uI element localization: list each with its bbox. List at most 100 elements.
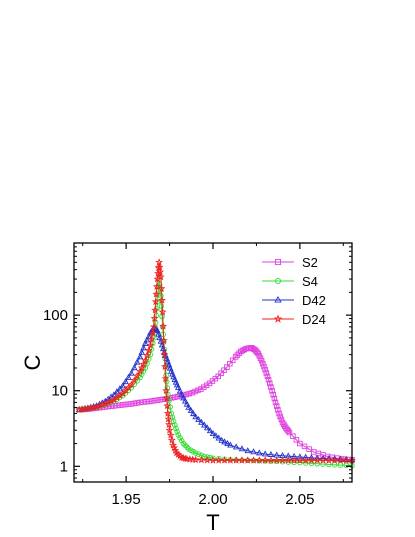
data-point <box>159 336 168 344</box>
data-point <box>146 341 155 349</box>
data-point <box>155 263 164 271</box>
data-point <box>166 431 175 439</box>
data-point <box>117 402 123 408</box>
data-point <box>277 413 283 420</box>
data-point <box>143 336 151 343</box>
data-point <box>276 410 282 417</box>
y-tick-label: 10 <box>51 383 68 400</box>
data-point <box>218 370 224 377</box>
data-point <box>204 454 210 460</box>
data-point <box>158 296 166 304</box>
data-point <box>167 436 176 444</box>
data-point <box>150 314 159 322</box>
data-point <box>78 405 86 413</box>
data-point <box>181 397 189 404</box>
data-point <box>190 410 197 417</box>
legend-item-d42: D42 <box>262 293 326 308</box>
data-point <box>119 382 126 389</box>
data-point <box>75 405 84 414</box>
series-s2 <box>76 345 355 463</box>
data-point <box>176 387 184 394</box>
data-point <box>189 389 195 396</box>
data-point <box>286 429 293 436</box>
data-point <box>203 424 211 431</box>
data-point <box>154 397 161 403</box>
data-point <box>238 456 246 464</box>
data-point <box>224 439 231 446</box>
series-layer <box>75 258 356 469</box>
data-point <box>164 385 170 391</box>
data-point <box>258 357 265 364</box>
data-point <box>147 335 156 343</box>
data-point <box>130 364 138 371</box>
data-point <box>224 364 230 370</box>
data-point <box>221 367 227 373</box>
data-point <box>290 433 296 439</box>
data-point <box>157 284 166 292</box>
data-point <box>302 453 309 460</box>
data-point <box>160 350 169 358</box>
data-point <box>215 434 223 441</box>
data-point <box>250 448 257 455</box>
data-point <box>342 456 351 464</box>
data-point <box>108 403 114 409</box>
data-point <box>134 400 140 406</box>
data-point <box>122 378 129 385</box>
data-point <box>151 297 160 306</box>
data-point <box>184 444 190 450</box>
data-point <box>195 415 202 422</box>
legend-item-s2: S2 <box>262 255 318 270</box>
data-point <box>313 456 322 464</box>
data-point <box>141 339 149 346</box>
data-point <box>84 404 92 412</box>
data-point <box>137 363 146 372</box>
data-point <box>130 376 139 384</box>
data-point <box>215 373 221 380</box>
data-point <box>180 394 187 401</box>
data-point <box>197 455 206 464</box>
data-point <box>268 384 274 390</box>
data-point <box>192 450 199 456</box>
data-point <box>116 385 124 392</box>
data-point <box>162 394 171 402</box>
data-point <box>331 455 338 462</box>
data-point <box>212 432 220 439</box>
data-point <box>156 334 164 341</box>
data-point <box>293 437 300 443</box>
data-point <box>183 400 191 407</box>
data-point <box>279 458 286 465</box>
data-point <box>264 373 271 380</box>
data-point <box>154 269 162 277</box>
data-point <box>137 399 143 406</box>
data-point <box>269 387 275 394</box>
data-point <box>214 456 223 464</box>
data-point <box>136 367 144 375</box>
data-point <box>157 396 164 403</box>
data-point <box>272 456 281 464</box>
data-point <box>261 456 270 464</box>
y-tick-label: 1 <box>60 458 68 475</box>
data-point <box>255 456 264 464</box>
data-point <box>336 456 345 464</box>
data-point <box>143 399 149 405</box>
data-point <box>173 425 179 432</box>
legend-item-d24: D24 <box>262 312 326 327</box>
data-point <box>243 456 252 464</box>
data-point <box>183 391 190 398</box>
x-tick-label: 1.95 <box>112 491 141 508</box>
data-point <box>86 403 95 412</box>
data-point <box>236 350 242 357</box>
data-point <box>155 258 164 266</box>
data-point <box>144 346 153 354</box>
data-point <box>156 272 165 281</box>
data-point <box>195 451 202 457</box>
data-point <box>232 443 240 450</box>
data-point <box>278 456 287 464</box>
data-point <box>256 449 263 456</box>
data-point <box>295 456 304 464</box>
data-point <box>306 446 312 452</box>
data-point <box>187 406 195 413</box>
data-point <box>221 438 228 445</box>
data-point <box>98 400 107 409</box>
